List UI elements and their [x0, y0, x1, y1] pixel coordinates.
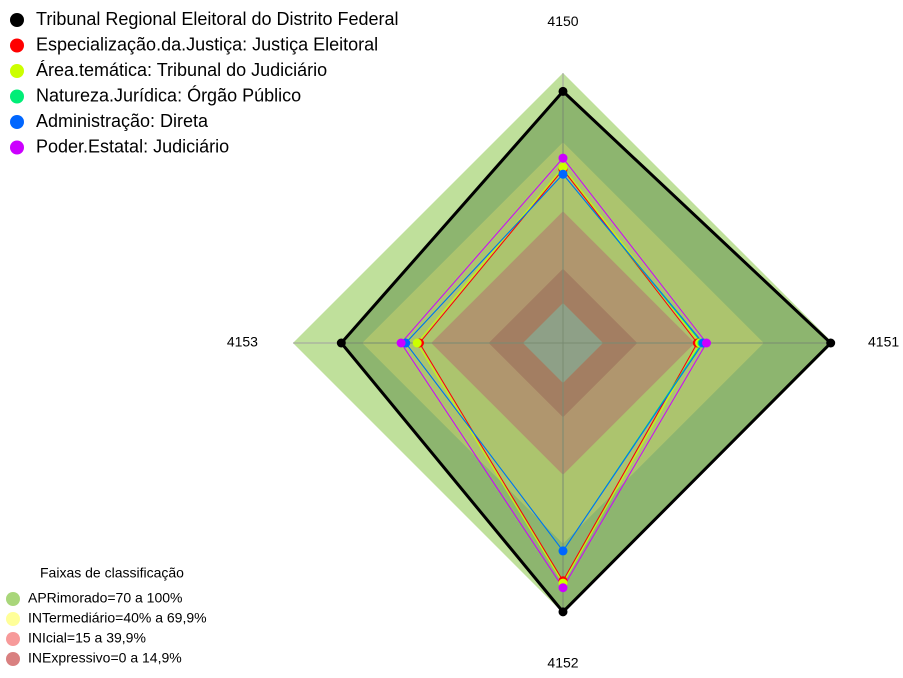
- band-legend-marker: [6, 592, 20, 606]
- series-point: [558, 162, 568, 172]
- series-point: [558, 583, 568, 593]
- series-point: [558, 546, 568, 556]
- axis-label: 4153: [227, 334, 258, 350]
- band-legend-label: INExpressivo=0 a 14,9%: [28, 650, 182, 666]
- bands-legend-title: Faixas de classificação: [40, 565, 184, 581]
- legend-marker: [10, 89, 24, 104]
- legend-label: Área.temática: Tribunal do Judiciário: [36, 60, 327, 80]
- legend-marker: [10, 64, 24, 78]
- legend-marker: [10, 38, 24, 53]
- band-legend-marker: [6, 612, 20, 626]
- series-point: [412, 338, 422, 348]
- series-point: [396, 338, 406, 348]
- series-point: [702, 338, 712, 348]
- axis-label: 4150: [547, 13, 578, 29]
- legend-label: Poder.Estatal: Judiciário: [36, 136, 229, 156]
- series-point: [336, 338, 346, 348]
- legend-label: Especialização.da.Justiça: Justiça Eleit…: [36, 34, 378, 54]
- legend-label: Administração: Direta: [36, 111, 209, 131]
- series-point: [558, 607, 568, 617]
- legend-label: Tribunal Regional Eleitoral do Distrito …: [36, 9, 399, 29]
- legend-marker: [10, 115, 24, 129]
- band-legend-label: INIcial=15 a 39,9%: [28, 630, 146, 646]
- band-legend-marker: [6, 652, 20, 666]
- series-point: [558, 153, 568, 163]
- series-line: [339, 89, 833, 615]
- band-legend-label: APRimorado=70 a 100%: [28, 590, 183, 606]
- axis-label: 4151: [868, 334, 899, 350]
- series-point: [558, 169, 568, 179]
- band-legend-label: INTermediário=40% a 69,9%: [28, 610, 207, 626]
- band-legend-marker: [6, 632, 20, 646]
- legend-label: Natureza.Jurídica: Órgão Público: [36, 84, 301, 105]
- legend-marker: [10, 13, 24, 27]
- series-point: [826, 338, 836, 348]
- series-point: [558, 86, 568, 96]
- axis-label: 4152: [547, 654, 578, 670]
- legend-marker: [10, 140, 24, 155]
